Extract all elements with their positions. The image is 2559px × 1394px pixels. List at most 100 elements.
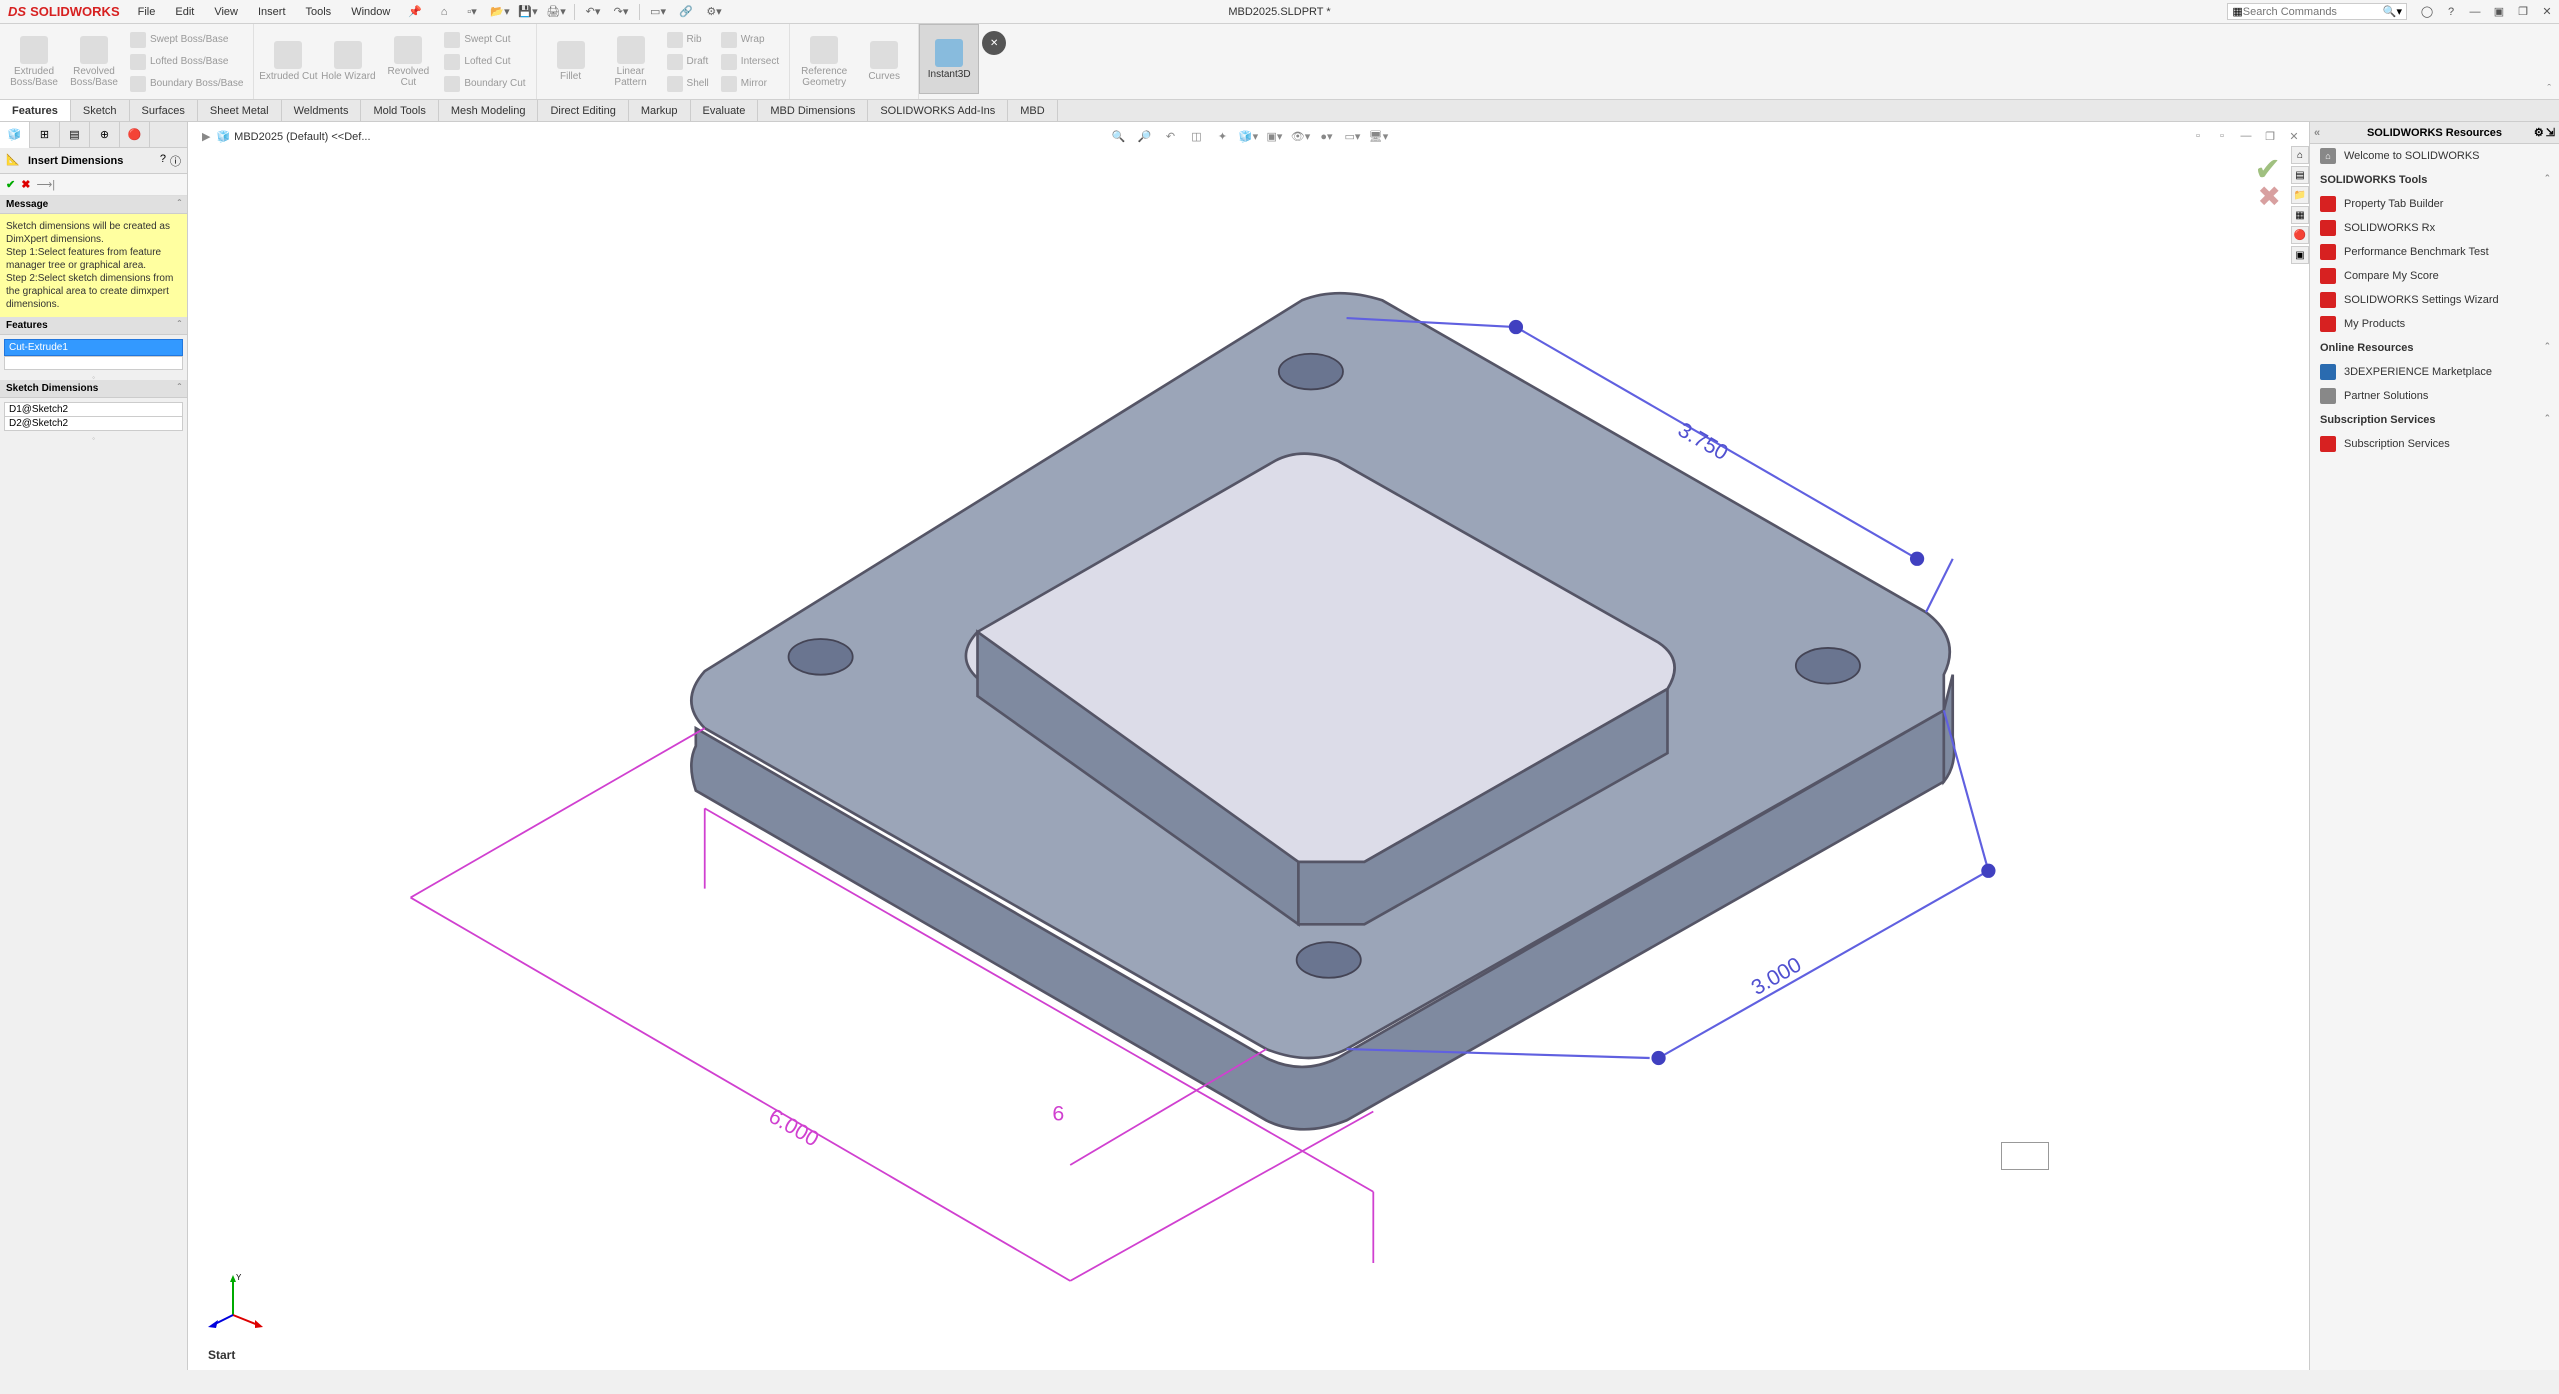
ribbon-collapse-icon[interactable]: ˆ bbox=[2547, 83, 2551, 95]
rp-back-icon[interactable]: « bbox=[2314, 127, 2320, 139]
collapse-icon[interactable]: ˆ bbox=[2545, 174, 2549, 186]
pm-tab-config-icon[interactable]: ⊞ bbox=[30, 122, 60, 148]
undo-icon[interactable]: ↶▾ bbox=[581, 2, 605, 22]
menu-tools[interactable]: Tools bbox=[296, 6, 342, 18]
dim-3750[interactable]: 3.750 bbox=[1674, 418, 1732, 466]
tab-surfaces[interactable]: Surfaces bbox=[130, 100, 198, 121]
menu-file[interactable]: File bbox=[128, 6, 166, 18]
pm-tab-property-icon[interactable]: ▤ bbox=[60, 122, 90, 148]
win-close-icon[interactable]: ✕ bbox=[2283, 126, 2305, 146]
benchmark-link[interactable]: Performance Benchmark Test bbox=[2310, 240, 2559, 264]
sketch-dim-item[interactable]: D2@Sketch2 bbox=[4, 416, 183, 431]
search-commands[interactable]: ▦ 🔍▾ bbox=[2227, 3, 2407, 20]
sketchdim-header[interactable]: Sketch Dimensions ˆ bbox=[0, 380, 187, 398]
drag-handle[interactable] bbox=[0, 435, 187, 441]
settings-wizard-link[interactable]: SOLIDWORKS Settings Wizard bbox=[2310, 288, 2559, 312]
pm-tab-dimxpert-icon[interactable]: ⊕ bbox=[90, 122, 120, 148]
save-icon[interactable]: 💾▾ bbox=[516, 2, 540, 22]
redo-icon[interactable]: ↷▾ bbox=[609, 2, 633, 22]
revolved-cut-button[interactable]: Revolved Cut bbox=[378, 27, 438, 97]
dynamic-icon[interactable]: ✦ bbox=[1212, 126, 1234, 146]
close-tab-button[interactable]: ✕ bbox=[982, 31, 1006, 55]
appearance-icon[interactable]: ●▾ bbox=[1316, 126, 1338, 146]
pm-info-icon[interactable]: ⓘ bbox=[170, 153, 181, 169]
swept-boss-button[interactable]: Swept Boss/Base bbox=[124, 29, 249, 51]
mirror-button[interactable]: Mirror bbox=[715, 73, 785, 95]
sw-rx-link[interactable]: SOLIDWORKS Rx bbox=[2310, 216, 2559, 240]
taskpane-custom-icon[interactable]: ▣ bbox=[2291, 246, 2309, 264]
restore1-icon[interactable]: ▣ bbox=[2487, 0, 2511, 24]
win-max-icon[interactable]: ❐ bbox=[2259, 126, 2281, 146]
restore2-icon[interactable]: ❐ bbox=[2511, 0, 2535, 24]
wrap-button[interactable]: Wrap bbox=[715, 29, 785, 51]
features-header[interactable]: Features ˆ bbox=[0, 317, 187, 335]
view-triad[interactable]: Y bbox=[208, 1270, 268, 1330]
message-header[interactable]: Message ˆ bbox=[0, 196, 187, 214]
rp-section-online[interactable]: Online Resources ˆ bbox=[2310, 336, 2559, 360]
gear-icon[interactable]: ⚙▾ bbox=[702, 2, 726, 22]
pushpin-icon[interactable]: ⟶| bbox=[36, 178, 55, 191]
boundary-boss-button[interactable]: Boundary Boss/Base bbox=[124, 73, 249, 95]
win-min-icon[interactable]: — bbox=[2235, 126, 2257, 146]
lofted-boss-button[interactable]: Lofted Boss/Base bbox=[124, 51, 249, 73]
view-settings-icon[interactable]: 🖥▾ bbox=[1368, 126, 1390, 146]
compare-score-link[interactable]: Compare My Score bbox=[2310, 264, 2559, 288]
taskpane-home-icon[interactable]: ⌂ bbox=[2291, 146, 2309, 164]
display-style-icon[interactable]: ▣▾ bbox=[1264, 126, 1286, 146]
tab-sheetmetal[interactable]: Sheet Metal bbox=[198, 100, 282, 121]
taskpane-view-icon[interactable]: ▦ bbox=[2291, 206, 2309, 224]
extruded-cut-button[interactable]: Extruded Cut bbox=[258, 27, 318, 97]
prev-view-icon[interactable]: ↶ bbox=[1160, 126, 1182, 146]
menu-window[interactable]: Window bbox=[341, 6, 400, 18]
tab-mesh[interactable]: Mesh Modeling bbox=[439, 100, 539, 121]
rp-section-subscription[interactable]: Subscription Services ˆ bbox=[2310, 408, 2559, 432]
collapse-icon[interactable]: ˆ bbox=[2545, 414, 2549, 426]
draft-button[interactable]: Draft bbox=[661, 51, 715, 73]
tab-weldments[interactable]: Weldments bbox=[282, 100, 362, 121]
property-tab-builder-link[interactable]: Property Tab Builder bbox=[2310, 192, 2559, 216]
boundary-cut-button[interactable]: Boundary Cut bbox=[438, 73, 531, 95]
curves-button[interactable]: Curves bbox=[854, 27, 914, 97]
menu-view[interactable]: View bbox=[204, 6, 248, 18]
subscription-link[interactable]: Subscription Services bbox=[2310, 432, 2559, 456]
breadcrumb[interactable]: ▶ 🧊 MBD2025 (Default) <<Def... bbox=[196, 130, 371, 143]
cancel-button[interactable]: ✖ bbox=[21, 178, 30, 191]
rp-section-tools[interactable]: SOLIDWORKS Tools ˆ bbox=[2310, 168, 2559, 192]
taskpane-appear-icon[interactable]: 🔴 bbox=[2291, 226, 2309, 244]
pm-tab-appearance-icon[interactable]: 🔴 bbox=[120, 122, 150, 148]
intersect-button[interactable]: Intersect bbox=[715, 51, 785, 73]
close-icon[interactable]: ✕ bbox=[2535, 0, 2559, 24]
link-icon[interactable]: 🔗 bbox=[674, 2, 698, 22]
taskpane-lib-icon[interactable]: ▤ bbox=[2291, 166, 2309, 184]
win-btn1-icon[interactable]: ▫ bbox=[2187, 126, 2209, 146]
my-products-link[interactable]: My Products bbox=[2310, 312, 2559, 336]
win-btn2-icon[interactable]: ▫ bbox=[2211, 126, 2233, 146]
marketplace-link[interactable]: 3DEXPERIENCE Marketplace bbox=[2310, 360, 2559, 384]
ok-button[interactable]: ✔ bbox=[6, 178, 15, 191]
collapse-icon[interactable]: ˆ bbox=[178, 199, 181, 210]
breadcrumb-text[interactable]: MBD2025 (Default) <<Def... bbox=[234, 131, 370, 143]
pm-help-icon[interactable]: ? bbox=[160, 153, 166, 169]
help-icon[interactable]: ? bbox=[2439, 0, 2463, 24]
zoom-area-icon[interactable]: 🔎 bbox=[1134, 126, 1156, 146]
hole-wizard-button[interactable]: Hole Wizard bbox=[318, 27, 378, 97]
hide-show-icon[interactable]: 👁▾ bbox=[1290, 126, 1312, 146]
menu-insert[interactable]: Insert bbox=[248, 6, 296, 18]
minimize-icon[interactable]: — bbox=[2463, 0, 2487, 24]
select-icon[interactable]: ▭▾ bbox=[646, 2, 670, 22]
tab-markup[interactable]: Markup bbox=[629, 100, 691, 121]
scene-icon[interactable]: ▭▾ bbox=[1342, 126, 1364, 146]
feature-item[interactable]: Cut-Extrude1 bbox=[4, 339, 183, 356]
partner-link[interactable]: Partner Solutions bbox=[2310, 384, 2559, 408]
pm-tab-feature-icon[interactable]: 🧊 bbox=[0, 122, 30, 148]
tab-sketch[interactable]: Sketch bbox=[71, 100, 130, 121]
sketch-dim-item[interactable]: D1@Sketch2 bbox=[4, 402, 183, 416]
shell-button[interactable]: Shell bbox=[661, 73, 715, 95]
welcome-link[interactable]: ⌂ Welcome to SOLIDWORKS bbox=[2310, 144, 2559, 168]
user-icon[interactable]: ◯ bbox=[2415, 0, 2439, 24]
view-orient-icon[interactable]: 🧊▾ bbox=[1238, 126, 1260, 146]
zoom-fit-icon[interactable]: 🔍 bbox=[1108, 126, 1130, 146]
search-icon[interactable]: 🔍▾ bbox=[2383, 5, 2402, 18]
taskpane-file-icon[interactable]: 📁 bbox=[2291, 186, 2309, 204]
open-icon[interactable]: 📂▾ bbox=[488, 2, 512, 22]
